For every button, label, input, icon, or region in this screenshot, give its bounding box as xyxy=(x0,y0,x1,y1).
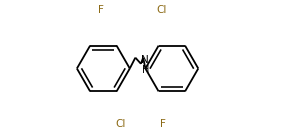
Text: F: F xyxy=(98,5,104,15)
Text: N: N xyxy=(141,55,149,65)
Text: F: F xyxy=(160,119,166,129)
Text: H: H xyxy=(142,65,150,75)
Text: Cl: Cl xyxy=(156,5,167,15)
Text: Cl: Cl xyxy=(115,119,126,129)
